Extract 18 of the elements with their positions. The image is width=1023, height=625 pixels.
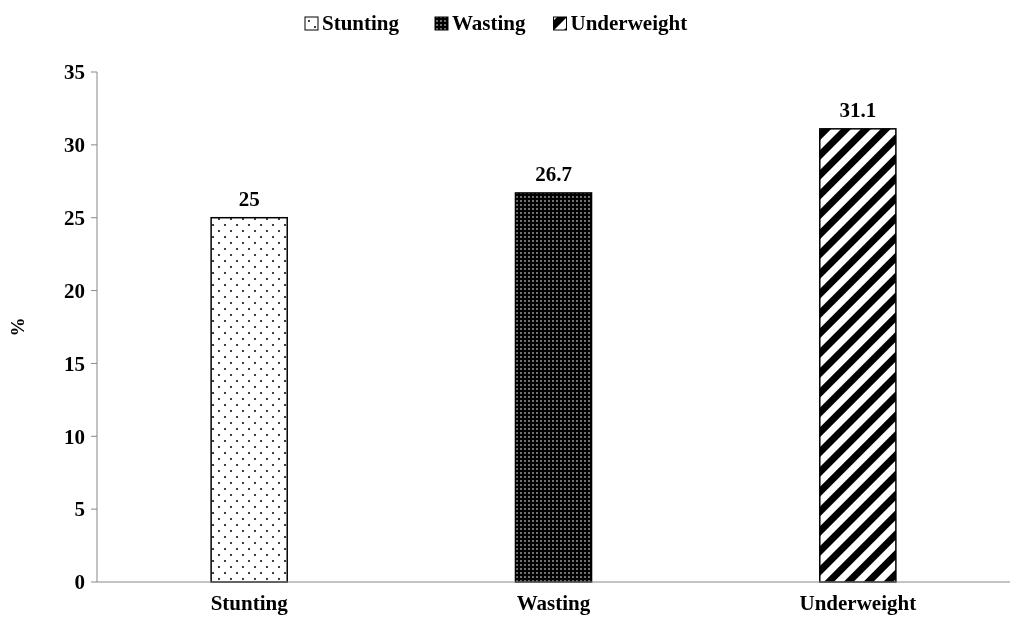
data-label: 31.1 — [839, 97, 877, 122]
y-tick-label: 5 — [74, 497, 85, 522]
legend-label: Wasting — [452, 11, 527, 35]
x-tick-label: Stunting — [210, 591, 289, 615]
y-tick-label: 30 — [64, 133, 85, 158]
x-tick-label: Underweight — [799, 591, 917, 615]
y-tick-label: 20 — [64, 278, 85, 303]
x-tick-label: Wasting — [516, 591, 591, 615]
y-tick-label: 25 — [64, 206, 85, 231]
data-label: 26.7 — [535, 161, 572, 186]
data-label: 25 — [238, 186, 260, 211]
y-axis-title: % — [7, 317, 28, 337]
y-tick-label: 15 — [64, 351, 85, 376]
y-tick-label: 0 — [74, 570, 85, 595]
y-tick-label: 10 — [64, 424, 85, 449]
legend-label: Underweight — [570, 11, 688, 35]
legend-label: Stunting — [322, 11, 400, 35]
y-tick-label: 35 — [64, 60, 85, 85]
